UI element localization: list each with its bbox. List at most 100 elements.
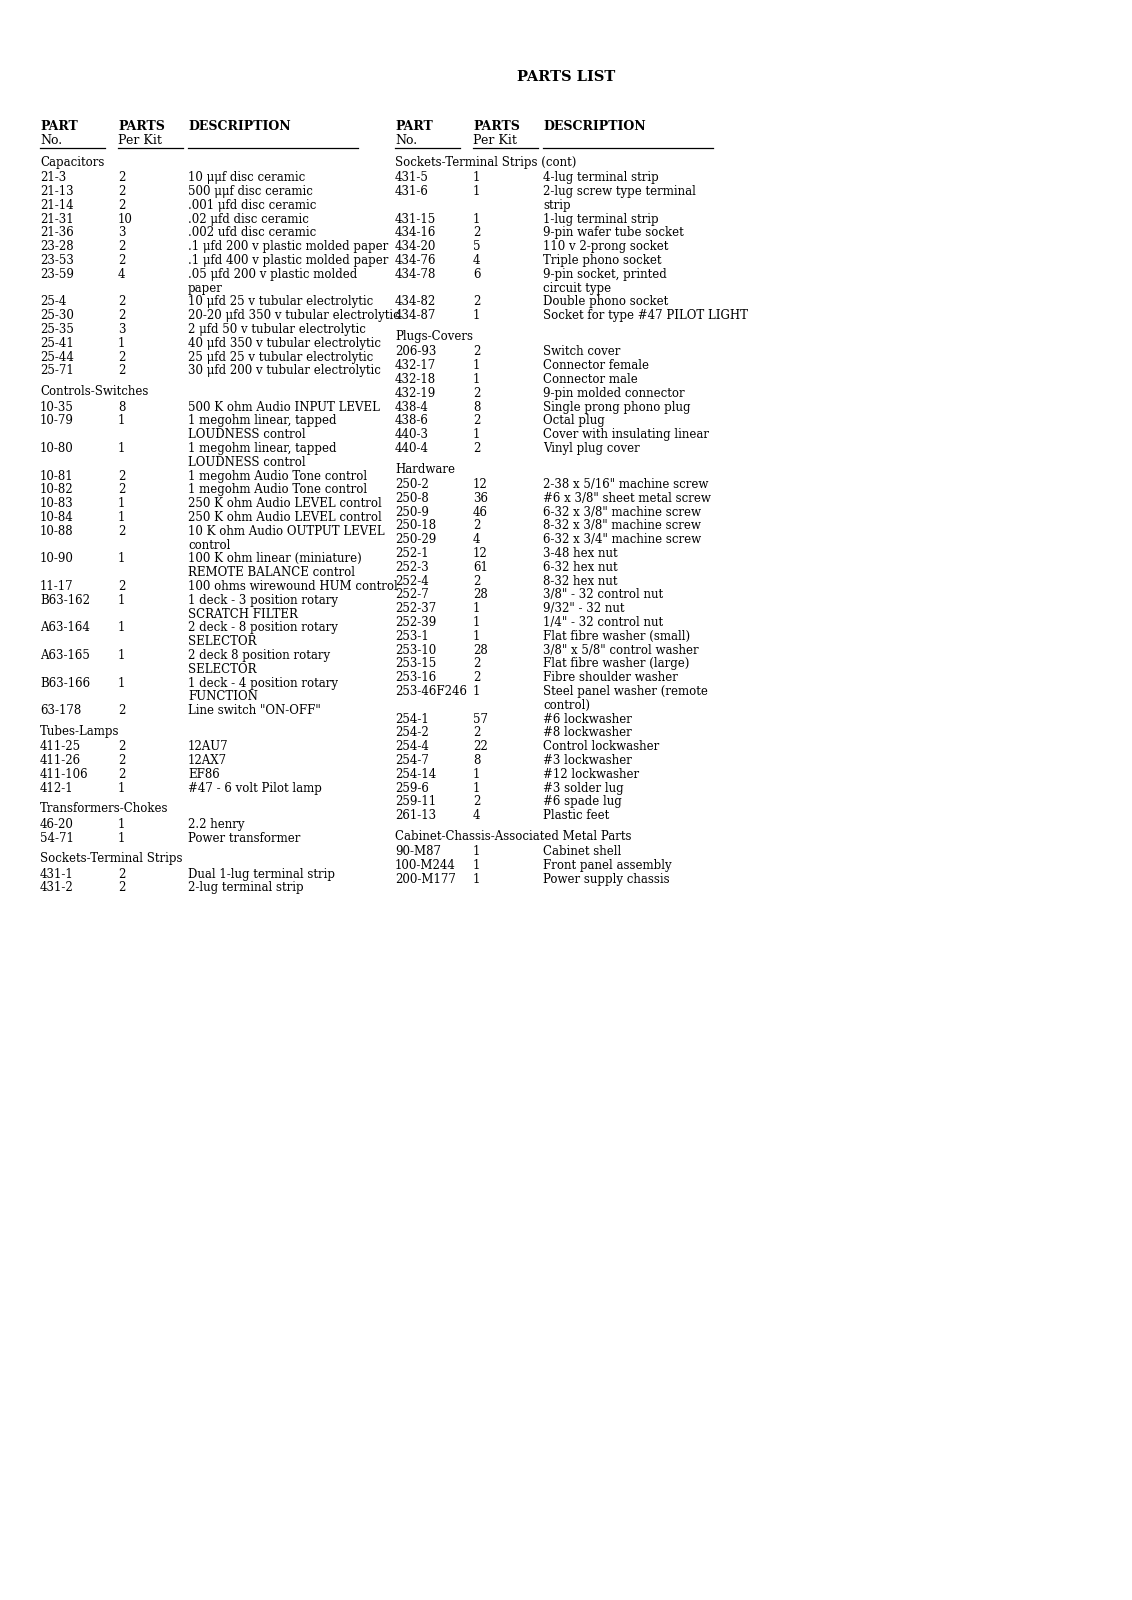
Text: 200-M177: 200-M177 xyxy=(395,874,456,886)
Text: 250 K ohm Audio LEVEL control: 250 K ohm Audio LEVEL control xyxy=(188,510,381,523)
Text: Connector male: Connector male xyxy=(543,373,637,386)
Text: 2: 2 xyxy=(473,658,480,670)
Text: 2: 2 xyxy=(473,387,480,400)
Text: Capacitors: Capacitors xyxy=(40,157,104,170)
Text: 1: 1 xyxy=(473,685,480,698)
Text: #6 spade lug: #6 spade lug xyxy=(543,795,621,808)
Text: 2: 2 xyxy=(473,672,480,685)
Text: strip: strip xyxy=(543,198,571,211)
Text: .02 μfd disc ceramic: .02 μfd disc ceramic xyxy=(188,213,309,226)
Text: 1: 1 xyxy=(118,650,126,662)
Text: 10 μμf disc ceramic: 10 μμf disc ceramic xyxy=(188,171,306,184)
Text: paper: paper xyxy=(188,282,223,294)
Text: 1 deck - 4 position rotary: 1 deck - 4 position rotary xyxy=(188,677,338,690)
Text: 1: 1 xyxy=(473,373,480,386)
Text: 2: 2 xyxy=(473,795,480,808)
Text: 1: 1 xyxy=(473,845,480,858)
Text: Plastic feet: Plastic feet xyxy=(543,810,609,822)
Text: 1 megohm Audio Tone control: 1 megohm Audio Tone control xyxy=(188,469,367,483)
Text: 25-4: 25-4 xyxy=(40,296,67,309)
Text: Connector female: Connector female xyxy=(543,358,649,373)
Text: 10-79: 10-79 xyxy=(40,414,74,427)
Text: Hardware: Hardware xyxy=(395,462,455,475)
Text: 23-53: 23-53 xyxy=(40,254,74,267)
Text: 30 μfd 200 v tubular electrolytic: 30 μfd 200 v tubular electrolytic xyxy=(188,365,380,378)
Text: 3/8" x 5/8" control washer: 3/8" x 5/8" control washer xyxy=(543,643,698,656)
Text: 2: 2 xyxy=(118,365,126,378)
Text: 23-28: 23-28 xyxy=(40,240,74,253)
Text: 2: 2 xyxy=(118,171,126,184)
Text: 1: 1 xyxy=(473,213,480,226)
Text: 2: 2 xyxy=(118,350,126,363)
Text: .001 μfd disc ceramic: .001 μfd disc ceramic xyxy=(188,198,316,211)
Text: Cover with insulating linear: Cover with insulating linear xyxy=(543,429,709,442)
Text: 261-13: 261-13 xyxy=(395,810,436,822)
Text: SELECTOR: SELECTOR xyxy=(188,662,257,675)
Text: 2: 2 xyxy=(118,254,126,267)
Text: PARTS: PARTS xyxy=(473,120,520,133)
Text: 46-20: 46-20 xyxy=(40,818,74,830)
Text: 438-4: 438-4 xyxy=(395,400,429,413)
Text: 431-15: 431-15 xyxy=(395,213,436,226)
Text: 2: 2 xyxy=(118,483,126,496)
Text: 54-71: 54-71 xyxy=(40,832,74,845)
Text: 250 K ohm Audio LEVEL control: 250 K ohm Audio LEVEL control xyxy=(188,498,381,510)
Text: 1/4" - 32 control nut: 1/4" - 32 control nut xyxy=(543,616,663,629)
Text: Double phono socket: Double phono socket xyxy=(543,296,668,309)
Text: 259-6: 259-6 xyxy=(395,782,429,795)
Text: 412-1: 412-1 xyxy=(40,782,74,795)
Text: 253-10: 253-10 xyxy=(395,643,436,656)
Text: 2: 2 xyxy=(118,469,126,483)
Text: 2: 2 xyxy=(118,704,126,717)
Text: Flat fibre washer (large): Flat fibre washer (large) xyxy=(543,658,689,670)
Text: 2 deck - 8 position rotary: 2 deck - 8 position rotary xyxy=(188,621,337,634)
Text: 431-1: 431-1 xyxy=(40,867,74,880)
Text: 1: 1 xyxy=(473,171,480,184)
Text: B63-162: B63-162 xyxy=(40,594,91,606)
Text: 2: 2 xyxy=(118,768,126,781)
Text: circuit type: circuit type xyxy=(543,282,611,294)
Text: 12: 12 xyxy=(473,478,488,491)
Text: 2: 2 xyxy=(118,579,126,594)
Text: 6: 6 xyxy=(473,267,480,282)
Text: 63-178: 63-178 xyxy=(40,704,82,717)
Text: 36: 36 xyxy=(473,491,488,506)
Text: 254-7: 254-7 xyxy=(395,754,429,766)
Text: 1: 1 xyxy=(118,552,126,565)
Text: 2: 2 xyxy=(118,882,126,894)
Text: PART: PART xyxy=(395,120,432,133)
Text: 2: 2 xyxy=(473,520,480,533)
Text: 252-39: 252-39 xyxy=(395,616,436,629)
Text: 250-2: 250-2 xyxy=(395,478,429,491)
Text: 9/32" - 32 nut: 9/32" - 32 nut xyxy=(543,602,625,616)
Text: 2 deck 8 position rotary: 2 deck 8 position rotary xyxy=(188,650,331,662)
Text: A63-165: A63-165 xyxy=(40,650,89,662)
Text: 22: 22 xyxy=(473,741,488,754)
Text: Flat fibre washer (small): Flat fibre washer (small) xyxy=(543,630,691,643)
Text: .1 μfd 200 v plastic molded paper: .1 μfd 200 v plastic molded paper xyxy=(188,240,388,253)
Text: 1: 1 xyxy=(118,442,126,454)
Text: B63-166: B63-166 xyxy=(40,677,91,690)
Text: Dual 1-lug terminal strip: Dual 1-lug terminal strip xyxy=(188,867,335,880)
Text: 1 megohm Audio Tone control: 1 megohm Audio Tone control xyxy=(188,483,367,496)
Text: Transformers-Chokes: Transformers-Chokes xyxy=(40,803,169,816)
Text: 10-88: 10-88 xyxy=(40,525,74,538)
Text: 3: 3 xyxy=(118,323,126,336)
Text: Power transformer: Power transformer xyxy=(188,832,300,845)
Text: PARTS: PARTS xyxy=(118,120,165,133)
Text: 3-48 hex nut: 3-48 hex nut xyxy=(543,547,618,560)
Text: 3/8" - 32 control nut: 3/8" - 32 control nut xyxy=(543,589,663,602)
Text: Plugs-Covers: Plugs-Covers xyxy=(395,330,473,342)
Text: 254-2: 254-2 xyxy=(395,726,429,739)
Text: DESCRIPTION: DESCRIPTION xyxy=(543,120,645,133)
Text: 61: 61 xyxy=(473,562,488,574)
Text: control): control) xyxy=(543,699,590,712)
Text: 57: 57 xyxy=(473,712,488,726)
Text: 500 K ohm Audio INPUT LEVEL: 500 K ohm Audio INPUT LEVEL xyxy=(188,400,380,413)
Text: 6-32 hex nut: 6-32 hex nut xyxy=(543,562,618,574)
Text: 434-76: 434-76 xyxy=(395,254,437,267)
Text: 10 K ohm Audio OUTPUT LEVEL: 10 K ohm Audio OUTPUT LEVEL xyxy=(188,525,385,538)
Text: 2: 2 xyxy=(473,346,480,358)
Text: 1: 1 xyxy=(473,630,480,643)
Text: 23-59: 23-59 xyxy=(40,267,74,282)
